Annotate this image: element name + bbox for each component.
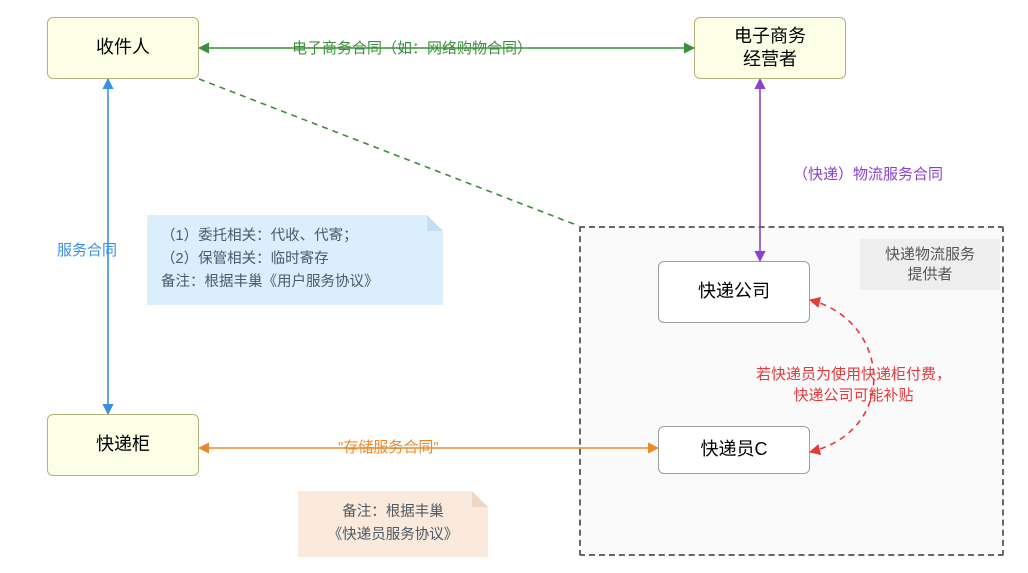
edge-label-company-courier: 若快递员为使用快递柜付费， 快递公司可能补贴 [756,364,951,406]
note-blue-text: （1）委托相关：代收、代寄； （2）保管相关：临时寄存 备注：根据丰巢《用户服务… [161,225,429,295]
note-fold-icon [472,491,488,507]
edge-label-locker-courier: "存储服务合同" [338,437,439,458]
node-operator-label: 电子商务 经营者 [734,25,806,72]
note-orange: 备注：根据丰巢 《快递员服务协议》 [298,491,488,557]
node-recipient-label: 收件人 [96,36,150,59]
node-company: 快递公司 [658,261,810,323]
node-company-label: 快递公司 [698,280,770,303]
note-blue: （1）委托相关：代收、代寄； （2）保管相关：临时寄存 备注：根据丰巢《用户服务… [147,215,443,305]
note-orange-text: 备注：根据丰巢 《快递员服务协议》 [312,501,474,547]
edge-label-recipient-locker: 服务合同 [57,240,117,261]
node-recipient: 收件人 [47,17,199,79]
node-courier-label: 快递员C [701,438,768,461]
note-fold-icon [427,215,443,231]
provider-group-label: 快递物流服务 提供者 [860,239,1000,290]
edge-label-operator-company: （快递）物流服务合同 [793,164,943,185]
node-locker: 快递柜 [47,414,199,476]
edge-label-recipient-operator: 电子商务合同（如：网络购物合同） [292,38,532,59]
node-operator: 电子商务 经营者 [694,17,846,79]
edge-recipient-group-dashed [199,79,579,226]
node-locker-label: 快递柜 [96,433,150,456]
node-courier: 快递员C [658,426,810,474]
